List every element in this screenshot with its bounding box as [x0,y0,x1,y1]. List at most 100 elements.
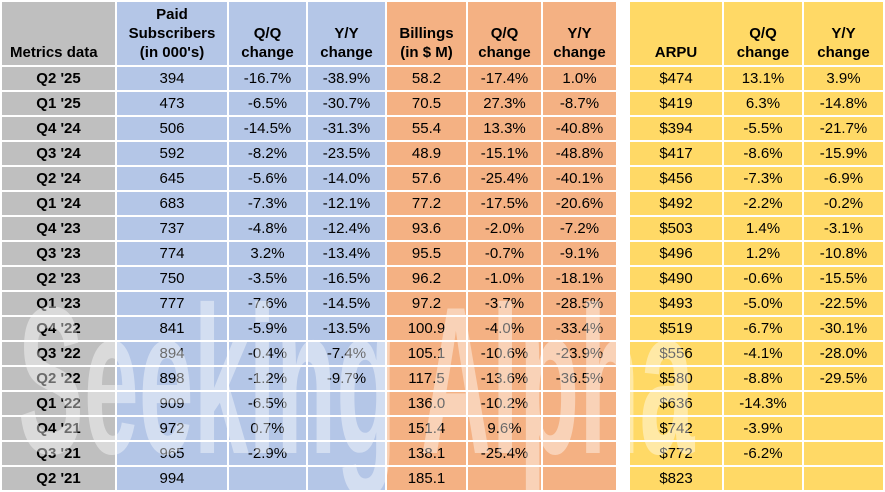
cell-paid-subscribers: 592 [117,142,227,165]
cell-billings-qq-change: -17.5% [468,192,541,215]
cell-arpu-qq-change: 13.1% [724,67,802,90]
cell-billings-qq-change: -1.0% [468,267,541,290]
table-row: Q2 '23 750 -3.5% -16.5% 96.2 -1.0% -18.1% $490-… [2,267,883,290]
cell-billings: 96.2 [387,267,466,290]
header-subscribers-qq-change: Q/Q change [229,2,306,65]
cell-arpu-qq-change: -3.9% [724,417,802,440]
table-row: Q3 '21 965 -2.9% 138.1 -25.4% $772 -6.2% [2,442,883,465]
cell-billings: 48.9 [387,142,466,165]
cell-billings: 117.5 [387,367,466,390]
table-row: Q3 '24 592 -8.2% -23.5% 48.9 -15.1% -48.8% $417… [2,142,883,165]
cell-paid-subscribers: 737 [117,217,227,240]
cell-billings-yy-change: -48.8% [543,142,616,165]
cell-subscribers-qq-change [229,467,306,490]
cell-billings-yy-change: 1.0% [543,67,616,90]
cell-billings: 97.2 [387,292,466,315]
cell-billings: 136.0 [387,392,466,415]
cell-arpu: $394 [630,117,722,140]
cell-subscribers-qq-change: -2.9% [229,442,306,465]
cell-arpu-yy-change [804,417,883,440]
row-label: Q2 '24 [2,167,115,190]
cell-subscribers-qq-change: -5.6% [229,167,306,190]
cell-billings-qq-change [468,467,541,490]
row-label: Q3 '23 [2,242,115,265]
cell-subscribers-yy-change [308,467,385,490]
cell-billings: 95.5 [387,242,466,265]
cell-paid-subscribers: 909 [117,392,227,415]
cell-billings-qq-change: -10.2% [468,392,541,415]
cell-subscribers-yy-change: -12.4% [308,217,385,240]
cell-billings-yy-change [543,442,616,465]
cell-arpu: $456 [630,167,722,190]
cell-subscribers-yy-change: -14.5% [308,292,385,315]
cell-billings-qq-change: 27.3% [468,92,541,115]
cell-arpu-yy-change [804,392,883,415]
header-arpu-yy-change: Y/Y change [804,2,883,65]
cell-arpu: $823 [630,467,722,490]
group-spacer [618,267,628,290]
group-spacer [618,67,628,90]
row-label: Q1 '24 [2,192,115,215]
cell-subscribers-yy-change: -23.5% [308,142,385,165]
cell-subscribers-yy-change: -16.5% [308,267,385,290]
header-billings-yy-change: Y/Y change [543,2,616,65]
header-billings-qq-change: Q/Q change [468,2,541,65]
cell-arpu-yy-change: -14.8% [804,92,883,115]
cell-subscribers-qq-change: -7.6% [229,292,306,315]
cell-arpu-qq-change: -8.6% [724,142,802,165]
cell-billings-yy-change [543,392,616,415]
cell-arpu-qq-change: -2.2% [724,192,802,215]
cell-paid-subscribers: 645 [117,167,227,190]
cell-arpu-yy-change: -29.5% [804,367,883,390]
header-arpu-qq-change: Q/Q change [724,2,802,65]
cell-billings-yy-change: -20.6% [543,192,616,215]
row-label: Q4 '21 [2,417,115,440]
cell-arpu-yy-change: -22.5% [804,292,883,315]
cell-billings: 100.9 [387,317,466,340]
cell-paid-subscribers: 965 [117,442,227,465]
cell-arpu: $636 [630,392,722,415]
group-spacer [618,342,628,365]
cell-arpu-qq-change: -7.3% [724,167,802,190]
table-row: Q3 '22 894 -0.4% -7.4% 105.1 -10.6% -23.9% $556… [2,342,883,365]
cell-arpu-qq-change: -6.7% [724,317,802,340]
cell-arpu: $492 [630,192,722,215]
row-label: Q1 '23 [2,292,115,315]
cell-billings: 151.4 [387,417,466,440]
cell-billings: 77.2 [387,192,466,215]
cell-subscribers-yy-change: -38.9% [308,67,385,90]
table-row: Q2 '25 394 -16.7% -38.9% 58.2 -17.4% 1.0% $474 1… [2,67,883,90]
cell-billings-yy-change: -36.5% [543,367,616,390]
cell-billings: 70.5 [387,92,466,115]
cell-arpu-yy-change: -28.0% [804,342,883,365]
cell-billings-yy-change [543,417,616,440]
cell-subscribers-yy-change [308,417,385,440]
cell-arpu-qq-change: -0.6% [724,267,802,290]
cell-subscribers-qq-change: -6.5% [229,392,306,415]
cell-paid-subscribers: 473 [117,92,227,115]
cell-billings-yy-change: -8.7% [543,92,616,115]
cell-arpu-qq-change: 1.4% [724,217,802,240]
cell-billings: 185.1 [387,467,466,490]
cell-arpu-yy-change: -0.2% [804,192,883,215]
cell-arpu-yy-change: -30.1% [804,317,883,340]
group-spacer [618,467,628,490]
cell-arpu: $519 [630,317,722,340]
cell-subscribers-qq-change: -14.5% [229,117,306,140]
cell-arpu-qq-change: 1.2% [724,242,802,265]
row-label: Q3 '21 [2,442,115,465]
cell-arpu-qq-change [724,467,802,490]
cell-billings-qq-change: -0.7% [468,242,541,265]
table-row: Q3 '23 774 3.2% -13.4% 95.5 -0.7% -9.1% $496 1.2… [2,242,883,265]
cell-arpu: $742 [630,417,722,440]
cell-subscribers-qq-change: -3.5% [229,267,306,290]
cell-billings-yy-change [543,467,616,490]
cell-billings-qq-change: -10.6% [468,342,541,365]
cell-paid-subscribers: 841 [117,317,227,340]
cell-billings-qq-change: -25.4% [468,442,541,465]
cell-billings: 58.2 [387,67,466,90]
cell-subscribers-yy-change [308,442,385,465]
cell-subscribers-qq-change: -8.2% [229,142,306,165]
cell-arpu-yy-change: 3.9% [804,67,883,90]
row-label: Q1 '22 [2,392,115,415]
